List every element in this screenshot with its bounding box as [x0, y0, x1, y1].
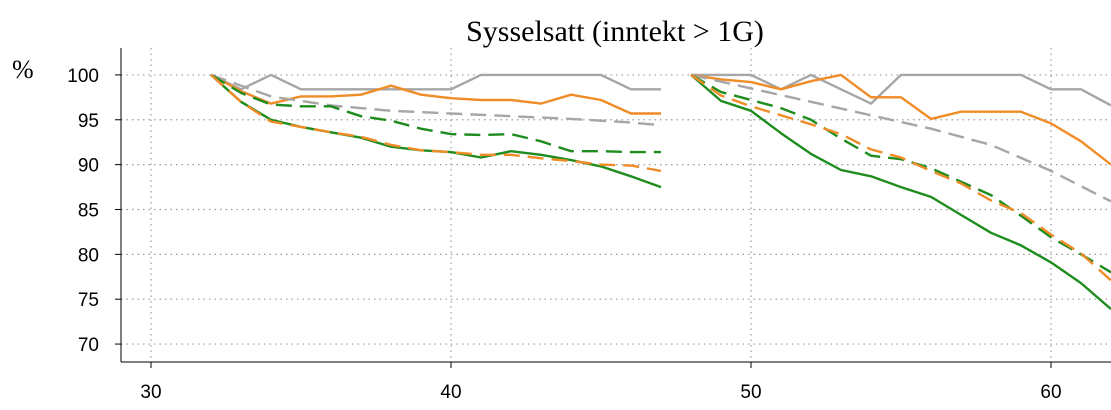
- y-axis-label: %: [12, 55, 34, 84]
- series-line-orange-solid-1: [210, 73, 661, 115]
- x-axis-ticks: 30 40 50 60: [140, 362, 1062, 403]
- gridlines: [121, 48, 1111, 362]
- y-axis-ticks: 70 75 80 85 90 95 100: [67, 66, 121, 356]
- series-line-orange-solid-7: [690, 73, 1111, 166]
- y-tick-label-70: 70: [78, 335, 99, 356]
- series-line-orange-dashed-11: [690, 73, 1111, 282]
- x-tick-label-40: 40: [440, 382, 461, 403]
- axes: [120, 48, 1111, 363]
- series-group: [210, 73, 1111, 311]
- series-line-green-dashed-4: [210, 73, 661, 154]
- y-tick-label-75: 75: [78, 290, 99, 311]
- x-tick-label-60: 60: [1040, 382, 1061, 403]
- series-line-gray-dashed-9: [690, 73, 1111, 203]
- x-tick-label-30: 30: [140, 382, 161, 403]
- series-line-gray-solid-0: [210, 73, 661, 91]
- x-tick-label-50: 50: [740, 382, 761, 403]
- y-tick-label-100: 100: [67, 66, 99, 87]
- y-tick-label-80: 80: [78, 245, 99, 266]
- y-tick-label-95: 95: [78, 111, 99, 132]
- series-line-green-dashed-10: [690, 73, 1111, 274]
- series-line-gray-dashed-3: [210, 73, 662, 127]
- series-line-gray-solid-6: [691, 73, 1111, 107]
- series-line-green-solid-2: [210, 74, 662, 189]
- y-tick-label-90: 90: [78, 156, 99, 177]
- series-line-green-solid-8: [690, 73, 1111, 311]
- chart-title: Sysselsatt (inntekt > 1G): [466, 15, 764, 48]
- series-line-orange-dashed-5: [210, 74, 662, 173]
- y-tick-label-85: 85: [78, 200, 99, 221]
